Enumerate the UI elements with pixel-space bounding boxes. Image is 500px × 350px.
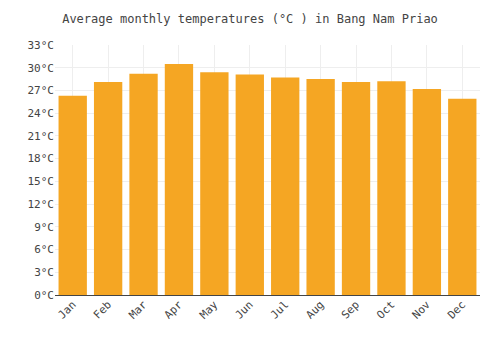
svg-text:Aug: Aug — [303, 298, 326, 321]
svg-text:Average monthly temperatures (: Average monthly temperatures (°C ) in Ba… — [62, 12, 438, 26]
svg-text:Oct: Oct — [374, 298, 397, 321]
svg-text:Apr: Apr — [162, 298, 186, 322]
svg-text:27°C: 27°C — [28, 84, 55, 97]
svg-text:3°C: 3°C — [34, 266, 54, 279]
svg-text:6°C: 6°C — [34, 243, 54, 256]
svg-text:Jul: Jul — [268, 298, 291, 321]
svg-text:0°C: 0°C — [34, 289, 54, 302]
svg-text:Feb: Feb — [91, 298, 114, 321]
svg-text:9°C: 9°C — [34, 221, 54, 234]
svg-text:Nov: Nov — [410, 298, 434, 322]
svg-text:Jun: Jun — [233, 298, 256, 321]
svg-text:18°C: 18°C — [28, 152, 55, 165]
svg-text:Sep: Sep — [339, 298, 362, 321]
svg-text:30°C: 30°C — [28, 62, 55, 75]
svg-text:33°C: 33°C — [28, 39, 55, 52]
svg-text:Dec: Dec — [445, 298, 468, 321]
svg-text:Jan: Jan — [55, 298, 78, 321]
svg-text:12°C: 12°C — [28, 198, 55, 211]
svg-text:24°C: 24°C — [28, 107, 55, 120]
svg-text:21°C: 21°C — [28, 130, 55, 143]
svg-text:Mar: Mar — [126, 298, 150, 322]
svg-text:15°C: 15°C — [28, 175, 55, 188]
svg-text:May: May — [197, 298, 221, 322]
